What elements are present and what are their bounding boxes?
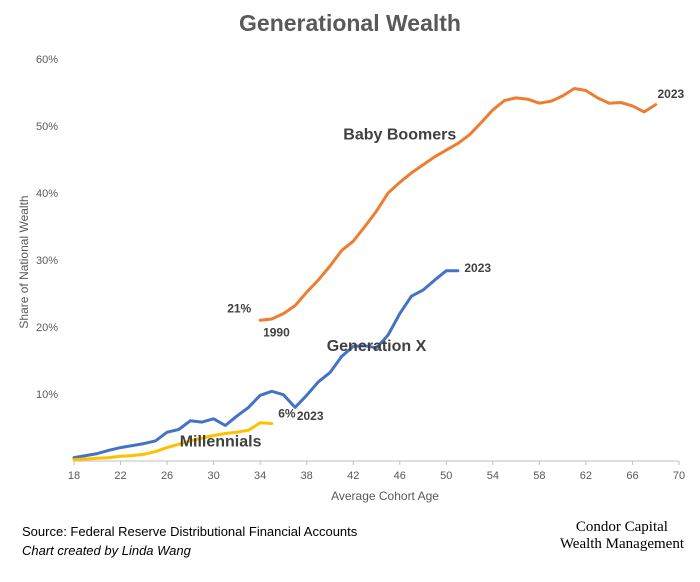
chart-title: Generational Wealth [239, 10, 461, 36]
brand-logo-text: Condor Capital Wealth Management [560, 519, 684, 553]
x-tick-label: 30 [207, 470, 219, 482]
annotation-label: 2023 [297, 409, 324, 423]
y-tick-label: 20% [36, 322, 58, 334]
brand-line-2: Wealth Management [559, 536, 684, 552]
x-tick-label: 42 [347, 470, 359, 482]
axes: 18 22 26 30 34 38 42 46 50 54 58 62 66 70 10% 20% 30% 40%… [36, 54, 685, 482]
y-axis-label: Share of National Wealth [17, 195, 31, 329]
y-tick-label: 50% [36, 121, 58, 133]
source-note: Source: Federal Reserve Distributional F… [22, 524, 358, 539]
x-tick-label: 22 [114, 470, 126, 482]
x-tick-label: 50 [440, 470, 452, 482]
annotation-label: Millennials [180, 433, 262, 450]
series-line-generation-x [72, 269, 460, 460]
y-tick-label: 10% [36, 389, 58, 401]
annotations: Baby Boomers Generation X Millennials 2023 2… [180, 87, 685, 450]
y-tick-label: 30% [36, 255, 58, 267]
y-tick-label: 40% [36, 188, 58, 200]
y-tick-label: 60% [36, 54, 58, 66]
annotation-label: Generation X [327, 338, 427, 355]
x-tick-label: 66 [626, 470, 638, 482]
series-line-millennials [72, 421, 274, 462]
annotation-label: Baby Boomers [343, 126, 456, 143]
annotation-label: 2023 [658, 87, 685, 101]
series-line-baby-boomers [258, 87, 658, 322]
x-tick-label: 62 [580, 470, 592, 482]
annotation-label: 2023 [464, 261, 491, 275]
brand-line-1: Condor Capital [575, 519, 668, 535]
x-tick-label: 70 [673, 470, 685, 482]
x-axis-label: Average Cohort Age [331, 489, 439, 503]
series-lines [72, 87, 658, 462]
annotation-label: 6% [278, 406, 296, 420]
credit-note: Chart created by Linda Wang [22, 543, 191, 558]
x-tick-label: 54 [487, 470, 499, 482]
x-tick-label: 18 [68, 470, 80, 482]
x-tick-label: 26 [161, 470, 173, 482]
x-tick-label: 58 [533, 470, 545, 482]
annotation-label: 1990 [263, 325, 290, 339]
x-tick-label: 46 [394, 470, 406, 482]
annotation-label: 21% [227, 301, 251, 315]
x-tick-label: 38 [301, 470, 313, 482]
x-tick-label: 34 [254, 470, 266, 482]
